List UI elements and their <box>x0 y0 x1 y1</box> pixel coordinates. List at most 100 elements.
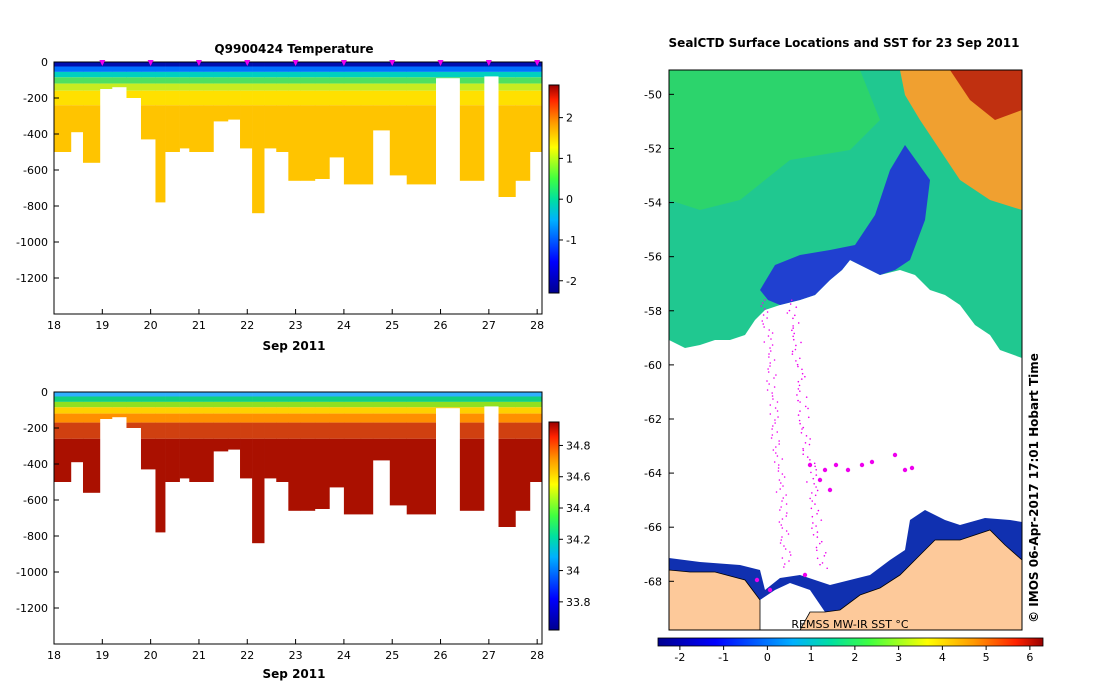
profile-cell <box>360 422 374 439</box>
track-point <box>797 380 800 383</box>
profile-cell <box>276 90 289 106</box>
profile-cell <box>276 66 289 72</box>
profile-cell <box>288 438 301 511</box>
profile-cell <box>140 422 156 439</box>
profile-column <box>240 62 253 149</box>
profile-column <box>264 62 277 149</box>
profile-column <box>435 62 461 79</box>
track-point <box>776 431 779 433</box>
profile-cell <box>372 62 391 67</box>
profile-cell <box>515 422 531 439</box>
profile-cell <box>213 396 229 402</box>
profile-cell <box>484 66 499 72</box>
profile-cell <box>264 71 277 78</box>
profile-cell <box>165 407 180 414</box>
profile-column <box>111 392 127 418</box>
profile-cell <box>406 62 437 67</box>
profile-column <box>389 392 408 506</box>
profile-cell <box>179 396 190 402</box>
profile-cell <box>459 77 485 84</box>
profile-cell <box>389 401 408 408</box>
profile-cell <box>314 413 330 423</box>
sst-tick-label-celsius: -1 <box>718 651 729 664</box>
profile-cell <box>459 66 485 72</box>
profile-cell <box>389 71 408 78</box>
track-point-large <box>802 572 808 578</box>
profile-column <box>227 392 241 450</box>
profile-cell <box>372 407 391 414</box>
profile-cell <box>372 90 391 106</box>
profile-cell <box>314 407 330 414</box>
profile-cell <box>360 71 374 78</box>
profile-cell <box>179 90 190 106</box>
track-point <box>767 368 769 370</box>
profile-cell <box>189 66 205 72</box>
profile-cell <box>240 105 253 149</box>
profile-column <box>155 392 166 533</box>
product-label: REMSS MW-IR SST °C <box>791 618 909 631</box>
track-point <box>782 497 785 499</box>
track-point <box>790 299 793 302</box>
salinity-profiles <box>54 392 543 544</box>
track-point-large <box>817 477 823 483</box>
profile-cell <box>300 90 316 106</box>
profile-cell <box>240 413 253 423</box>
track-point <box>785 530 788 532</box>
profile-cell <box>99 71 113 78</box>
profile-cell <box>54 83 72 91</box>
profile-column <box>498 62 516 197</box>
profile-cell <box>179 401 190 408</box>
y-tick-label: -200 <box>23 422 48 435</box>
profile-column <box>126 392 142 428</box>
track-point <box>804 442 807 444</box>
x-tick-label: 28 <box>530 319 544 332</box>
profile-cell <box>314 83 330 91</box>
profile-cell <box>165 77 180 84</box>
track-point <box>786 312 789 314</box>
profile-cell <box>54 71 72 78</box>
profile-column <box>529 392 543 482</box>
profile-column <box>70 62 84 133</box>
profile-cell <box>203 90 214 106</box>
profile-column <box>54 62 72 152</box>
x-tick-label: 27 <box>482 319 496 332</box>
profile-cell <box>288 413 301 423</box>
track-point <box>767 371 770 373</box>
profile-cell <box>288 71 301 78</box>
track-point <box>779 509 781 511</box>
track-point <box>799 390 801 392</box>
track-point <box>814 503 816 505</box>
profile-cell <box>498 392 516 397</box>
sst-tick-label-celsius: 1 <box>808 651 815 664</box>
profile-cell <box>227 407 241 414</box>
profile-cell <box>227 71 241 78</box>
track-point <box>807 407 809 410</box>
x-tick-label: 21 <box>192 649 206 662</box>
profile-cell <box>165 71 180 78</box>
track-point <box>771 428 773 430</box>
profile-column <box>389 62 408 176</box>
profile-column <box>484 62 499 77</box>
track-point <box>782 485 784 487</box>
track-point <box>771 332 774 334</box>
profile-cell <box>203 83 214 91</box>
profile-cell <box>54 392 72 397</box>
salinity-panel: 18 19 20 21 22 23 24 25 26 27 28 0 -200 -400 -600 -800 -… <box>16 386 590 681</box>
profile-cell <box>406 396 437 402</box>
profile-cell <box>276 83 289 91</box>
profile-cell <box>70 396 84 402</box>
profile-cell <box>126 83 142 91</box>
x-tick-label: 22 <box>240 319 254 332</box>
x-tick-label: 21 <box>192 319 206 332</box>
profile-cell <box>70 438 84 463</box>
profile-cell <box>360 396 374 402</box>
profile-column <box>515 62 531 181</box>
track-point <box>795 344 797 347</box>
profile-cell <box>252 62 265 67</box>
profile-cell <box>203 438 214 482</box>
profile-cell <box>240 396 253 402</box>
sst-cold-front <box>760 145 930 305</box>
profile-cell <box>252 105 265 214</box>
profile-cell <box>111 66 127 72</box>
profile-cell <box>389 105 408 176</box>
